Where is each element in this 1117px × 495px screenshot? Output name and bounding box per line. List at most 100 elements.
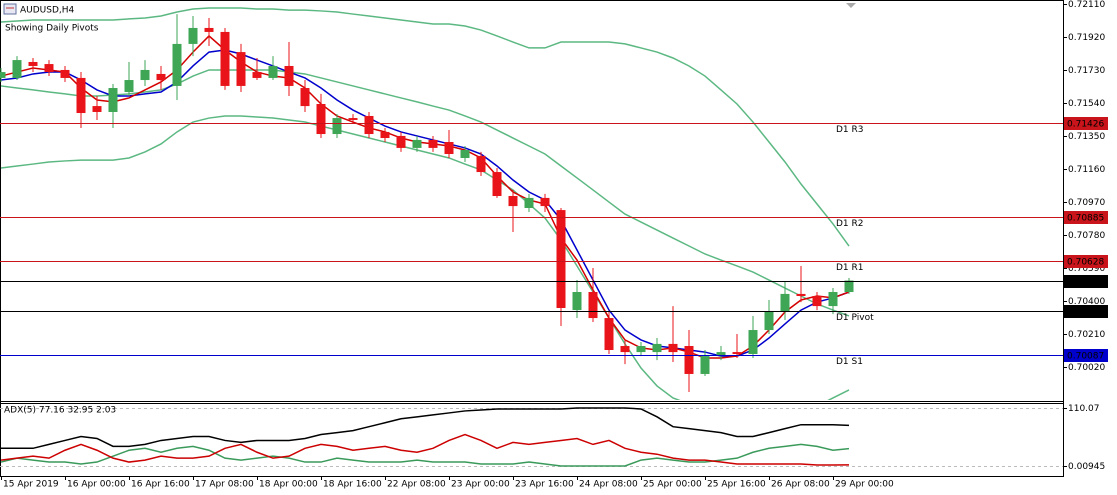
pivot-name: D1 R2 [836,219,864,229]
frame [0,0,1064,477]
price-tag [1064,275,1108,288]
y-tick-label: 0.70780 [1068,231,1105,241]
candle-body [716,352,726,357]
candle-body [316,103,326,135]
pivot-name: D1 R3 [836,125,864,135]
candle-body [684,346,694,374]
adx-title: ADX(5) 77.16 32.95 2.03 [4,406,116,416]
candle-body [188,27,198,44]
candle-body [588,292,598,319]
x-tick-label: 18 Apr 16:00 [323,480,382,490]
x-tick-label: 23 Apr 00:00 [451,480,510,490]
price-tag-label: 0.71426 [1067,120,1104,130]
price-tag-label: 0.70087 [1067,352,1104,362]
candle-body [524,197,534,208]
indicator-line [0,443,850,467]
candle-body [76,77,86,114]
y-tick-label: 0.70020 [1068,363,1105,373]
adx-panel [0,407,1063,467]
price-tag-label: 0.70628 [1067,258,1104,268]
candle-body [60,69,70,78]
candle-body [828,292,838,307]
candle-body [236,52,246,86]
x-tick-label: 16 Apr 16:00 [131,480,190,490]
candle-body [604,318,614,350]
candle-body [540,197,550,207]
price-tag [1064,255,1108,268]
x-tick-label: 17 Apr 08:00 [195,480,254,490]
candle-body [476,155,486,173]
chart-title: AUDUSD,H4 [20,6,75,16]
candle-body [572,292,582,311]
x-tick-label: 26 Apr 08:00 [771,480,830,490]
candle-body [636,346,646,353]
x-tick-label: 22 Apr 08:00 [387,480,446,490]
chart-subtitle: Showing Daily Pivots [5,24,99,34]
candle-body [428,139,438,148]
x-tick-label: 15 Apr 2019 [3,480,59,490]
symbol-icon [3,3,17,15]
candle-body [780,293,790,312]
candle-body [172,43,182,86]
x-tick-label: 25 Apr 16:00 [707,480,766,490]
y-tick-label: 0.71920 [1068,33,1105,43]
candle-body [764,311,774,331]
y-tick-label: 0.71160 [1068,165,1105,175]
candle-body [12,60,22,78]
y-tick-label: 0.71540 [1068,99,1105,109]
candle-body [108,88,118,112]
candle-body [492,172,502,197]
candle-body [284,65,294,86]
indicator-line [0,433,850,466]
candle-body [348,118,358,120]
candle-body [412,139,422,148]
pivot-name: D1 S1 [836,357,863,367]
indicator-line [1,407,850,450]
y-tick-label: 0.70210 [1068,330,1105,340]
candle-body [252,72,262,78]
pivot-name: D1 R1 [836,263,864,273]
candle-body [332,118,342,135]
candle-body [796,293,806,297]
candle-body [156,73,166,81]
candle-body [396,135,406,148]
x-tick-label: 16 Apr 00:00 [67,480,126,490]
candle-body [380,131,390,139]
x-tick-label: 25 Apr 00:00 [643,480,702,490]
candle-body [364,115,374,135]
y-tick-label: 0.72110 [1068,0,1105,10]
shift-marker [846,3,856,8]
y-tick-label: 110.07 [1068,404,1100,414]
plot-border [0,0,1064,477]
candle-body [268,65,278,78]
price-tag-label: 0.70517 [1067,278,1104,288]
price-tag [1064,305,1108,318]
candle-body [444,142,454,154]
candle-body [300,88,310,107]
y-tick-label: 0.71730 [1068,66,1105,76]
price-tag [1064,117,1108,130]
candle-body [508,196,518,207]
candle-body [620,346,630,353]
candle-body [812,296,822,307]
price-tag-label: 0.70344 [1067,308,1104,318]
indicator-line [0,115,850,400]
candle-body [748,330,758,354]
x-tick-label: 29 Apr 00:00 [835,480,894,490]
candle-body [0,72,6,78]
y-tick-label: 0.70590 [1068,264,1105,274]
candle-body [652,343,662,353]
candle-body [44,64,54,73]
y-tick-label: 0.00945 [1068,462,1105,472]
candle-body [140,69,150,81]
y-tick-label: 0.70970 [1068,198,1105,208]
candle-body [668,343,678,353]
candle-body [28,61,38,66]
candle-body [204,27,214,32]
candle-body [460,150,470,158]
candle-body [556,210,566,308]
price-tag [1064,211,1108,224]
candle-body [220,31,230,86]
